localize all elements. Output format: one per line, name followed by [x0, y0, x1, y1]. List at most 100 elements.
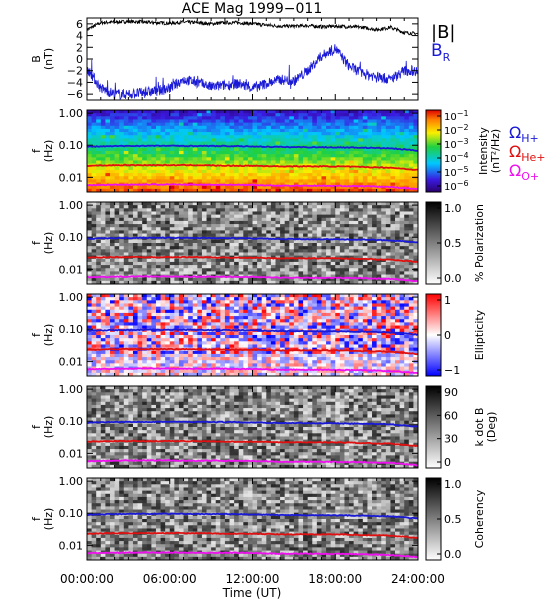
heatmap-cell [87, 157, 92, 161]
heatmap-cell [376, 205, 382, 209]
heatmap-cell [201, 110, 207, 114]
heatmap-cell [146, 319, 152, 323]
heatmap-cell [247, 258, 253, 263]
heatmap-cell [87, 325, 92, 330]
heatmap-cell [307, 144, 313, 149]
heatmap-cell [224, 205, 230, 209]
heatmap-cell [298, 274, 304, 279]
heatmap-cell [234, 227, 240, 231]
heatmap-cell [413, 151, 419, 155]
heatmap-cell [312, 239, 318, 244]
heatmap-cell [312, 300, 318, 304]
heatmap-cell [174, 258, 180, 263]
heatmap-cell [155, 141, 161, 146]
heatmap-cell [390, 312, 396, 317]
heatmap-cell [293, 294, 299, 298]
heatmap-cell [307, 300, 313, 304]
heatmap-cell [114, 205, 120, 209]
heatmap-cell [243, 138, 249, 142]
heatmap-cell [211, 179, 217, 183]
heatmap-cell [137, 132, 143, 136]
heatmap-cell [413, 236, 419, 241]
heatmap-cell [316, 132, 322, 136]
heatmap-cell [132, 306, 138, 311]
heatmap-cell [146, 141, 152, 146]
heatmap-cell [109, 309, 115, 314]
heatmap-cell [275, 274, 281, 279]
heatmap-cell [270, 185, 276, 190]
y-tick-label: −2 [67, 65, 83, 78]
heatmap-cell [280, 230, 286, 234]
heatmap-cell [137, 211, 143, 216]
heatmap-cell [128, 128, 134, 133]
heatmap-cell [165, 147, 171, 152]
heatmap-cell [275, 309, 281, 314]
heatmap-cell [261, 303, 267, 308]
heatmap-cell [372, 202, 378, 206]
heatmap-cell [303, 217, 309, 222]
heatmap-cell [238, 208, 244, 212]
heatmap-cell [257, 297, 263, 301]
heatmap-cell [238, 166, 244, 171]
heatmap-cell [87, 331, 92, 336]
heatmap-cell [413, 303, 419, 308]
heatmap-cell [87, 249, 92, 253]
legend-entry: |B| [431, 22, 455, 43]
heatmap-cell [257, 128, 263, 133]
heatmap-cell [257, 182, 263, 187]
heatmap-cell [142, 258, 148, 263]
heatmap-cell [155, 268, 161, 272]
heatmap-cell [142, 208, 148, 212]
heatmap-cell [192, 227, 198, 231]
heatmap-cell [174, 173, 180, 177]
heatmap-cell [201, 135, 207, 139]
heatmap-cell [247, 141, 253, 146]
heatmap-cell [257, 258, 263, 263]
heatmap-cell [395, 169, 401, 174]
heatmap-cell [192, 335, 198, 339]
heatmap-cell [321, 135, 327, 139]
heatmap-cell [91, 132, 97, 136]
heatmap-cell [220, 303, 226, 308]
heatmap-cell [270, 116, 276, 120]
heatmap-cell [252, 227, 258, 231]
heatmap-cell [211, 151, 217, 155]
heatmap-cell [390, 294, 396, 298]
heatmap-cell [132, 309, 138, 314]
heatmap-cell [261, 230, 267, 234]
heatmap-cell [224, 135, 230, 139]
heatmap-cell [197, 261, 203, 266]
heatmap-cell [105, 300, 111, 304]
heatmap-cell [151, 331, 157, 336]
heatmap-cell [372, 236, 378, 241]
heatmap-cell [96, 261, 102, 266]
heatmap-cell [303, 110, 309, 114]
heatmap-cell [326, 160, 332, 165]
heatmap-cell [151, 280, 157, 285]
heatmap-cell [372, 309, 378, 314]
heatmap-cell [266, 300, 272, 304]
heatmap-cell [211, 138, 217, 142]
heatmap-cell [330, 166, 336, 171]
heatmap-cell [385, 316, 391, 320]
heatmap-cell [105, 268, 111, 272]
heatmap-cell [247, 185, 253, 190]
heatmap-cell [280, 132, 286, 136]
heatmap-cell [114, 160, 120, 165]
heatmap-cell [358, 147, 364, 152]
heatmap-cell [224, 239, 230, 244]
heatmap-cell [96, 160, 102, 165]
heatmap-cell [408, 154, 414, 158]
heatmap-cell [211, 208, 217, 212]
heatmap-cell [229, 135, 235, 139]
heatmap-cell [303, 113, 309, 117]
heatmap-cell [206, 230, 212, 234]
heatmap-cell [119, 230, 125, 234]
colorbar-tick-label: 10−5 [444, 165, 469, 179]
heatmap-cell [376, 280, 382, 285]
heatmap-cell [390, 322, 396, 326]
heatmap-cell [321, 331, 327, 336]
heatmap-cell [174, 202, 180, 206]
heatmap-cell [224, 220, 230, 225]
heatmap-cell [155, 113, 161, 117]
